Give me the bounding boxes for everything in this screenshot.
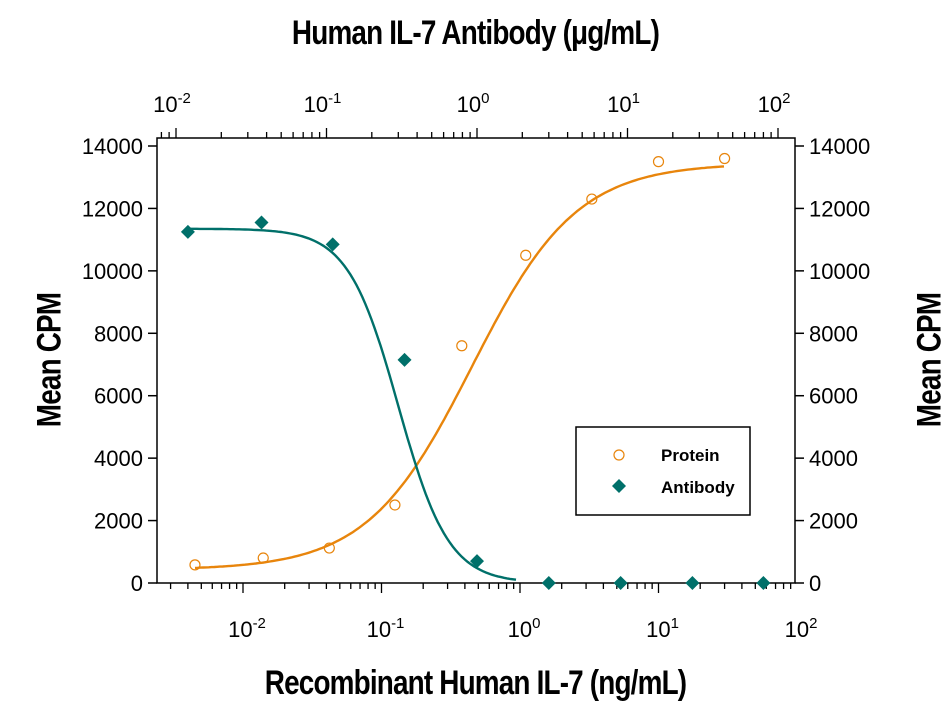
legend-box [575, 426, 751, 516]
antibody-fit-curve [187, 227, 517, 581]
antibody-legend-marker-icon [612, 479, 626, 493]
protein-legend-marker-icon [613, 449, 625, 461]
antibody-point-icon [254, 215, 269, 230]
antibody-point-icon [397, 352, 412, 367]
legend-label-protein: Protein [661, 446, 720, 465]
fit-curves [187, 165, 725, 581]
plot-frame [156, 137, 796, 584]
antibody-point-icon [180, 224, 195, 239]
antibody-point-icon [756, 576, 771, 590]
protein-point-icon [389, 499, 401, 511]
y-tick-label-right: 10000 [809, 259, 870, 284]
y-tick-label-left: 12000 [82, 196, 143, 221]
protein-point-icon [257, 552, 269, 564]
x-tick-label-top: 100 [457, 90, 490, 117]
top-axis-title: Human IL-7 Antibody (μg/mL) [291, 14, 660, 52]
antibody-point-icon [685, 576, 700, 590]
protein-point-icon [520, 249, 532, 261]
y-tick-label-left: 4000 [94, 446, 143, 471]
axes: 0 0 2000 2000 4000 4000 6000 6000 8000 8000 10000 1… [82, 90, 870, 642]
antibody-point-icon [613, 576, 628, 590]
x-tick-label-top: 10-2 [153, 90, 191, 117]
y-tick-label-right: 0 [809, 571, 821, 596]
protein-point-icon [586, 193, 598, 205]
protein-point-icon [456, 340, 468, 352]
y-tick-label-left: 6000 [94, 384, 143, 409]
x-tick-label-top: 102 [758, 90, 791, 117]
antibody-point-icon [325, 237, 340, 252]
y-tick-label-right: 8000 [809, 321, 858, 346]
y-tick-label-left: 2000 [94, 509, 143, 534]
protein-fit-curve [194, 165, 725, 570]
y-tick-label-right: 12000 [809, 196, 870, 221]
antibody-point-icon [470, 554, 484, 569]
y-tick-label-right: 2000 [809, 509, 858, 534]
data-points [180, 152, 771, 590]
y-tick-label-left: 8000 [94, 321, 143, 346]
x-tick-label-bottom: 10-2 [228, 615, 266, 642]
protein-point-icon [189, 559, 201, 571]
y-tick-label-right: 6000 [809, 384, 858, 409]
legend-label-antibody: Antibody [661, 478, 735, 497]
bottom-axis-title: Recombinant Human IL-7 (ng/mL) [264, 664, 687, 702]
protein-point-icon [718, 152, 731, 165]
x-tick-label-bottom: 101 [646, 615, 679, 642]
protein-point-icon [652, 156, 665, 168]
protein-point-icon [323, 542, 335, 554]
x-tick-label-bottom: 10-1 [367, 615, 405, 642]
y-tick-label-right: 4000 [809, 446, 858, 471]
y-tick-label-left: 14000 [82, 134, 143, 159]
x-tick-label-top: 10-1 [304, 90, 342, 117]
antibody-point-icon [541, 576, 556, 590]
y-tick-label-right: 14000 [809, 134, 870, 159]
x-tick-label-top: 101 [607, 90, 640, 117]
y-tick-label-left: 0 [131, 571, 143, 596]
x-tick-label-bottom: 102 [785, 615, 818, 642]
x-tick-label-bottom: 100 [508, 615, 541, 642]
y-tick-label-left: 10000 [82, 259, 143, 284]
legend: Protein Antibody [575, 426, 751, 516]
